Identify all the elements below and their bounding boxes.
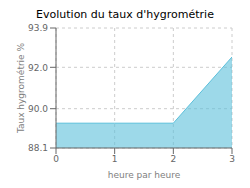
svg-text:88.1: 88.1 — [28, 143, 48, 153]
svg-text:0: 0 — [53, 154, 59, 164]
svg-text:heure par heure: heure par heure — [108, 170, 181, 180]
html-text:Evolution du taux d'hygrométri: Evolution du taux d'hygrométrie — [36, 8, 214, 21]
svg-text:Taux hygrométrie %: Taux hygrométrie % — [16, 42, 26, 134]
svg-text:3: 3 — [229, 154, 235, 164]
svg-text:93.9: 93.9 — [28, 23, 48, 33]
svg-text:2: 2 — [170, 154, 176, 164]
svg-text:1: 1 — [112, 154, 118, 164]
svg-text:92.0: 92.0 — [28, 63, 48, 73]
svg-text:90.0: 90.0 — [28, 104, 48, 114]
